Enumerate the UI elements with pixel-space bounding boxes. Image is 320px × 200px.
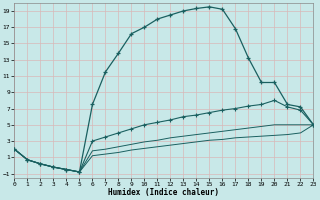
X-axis label: Humidex (Indice chaleur): Humidex (Indice chaleur) <box>108 188 220 197</box>
